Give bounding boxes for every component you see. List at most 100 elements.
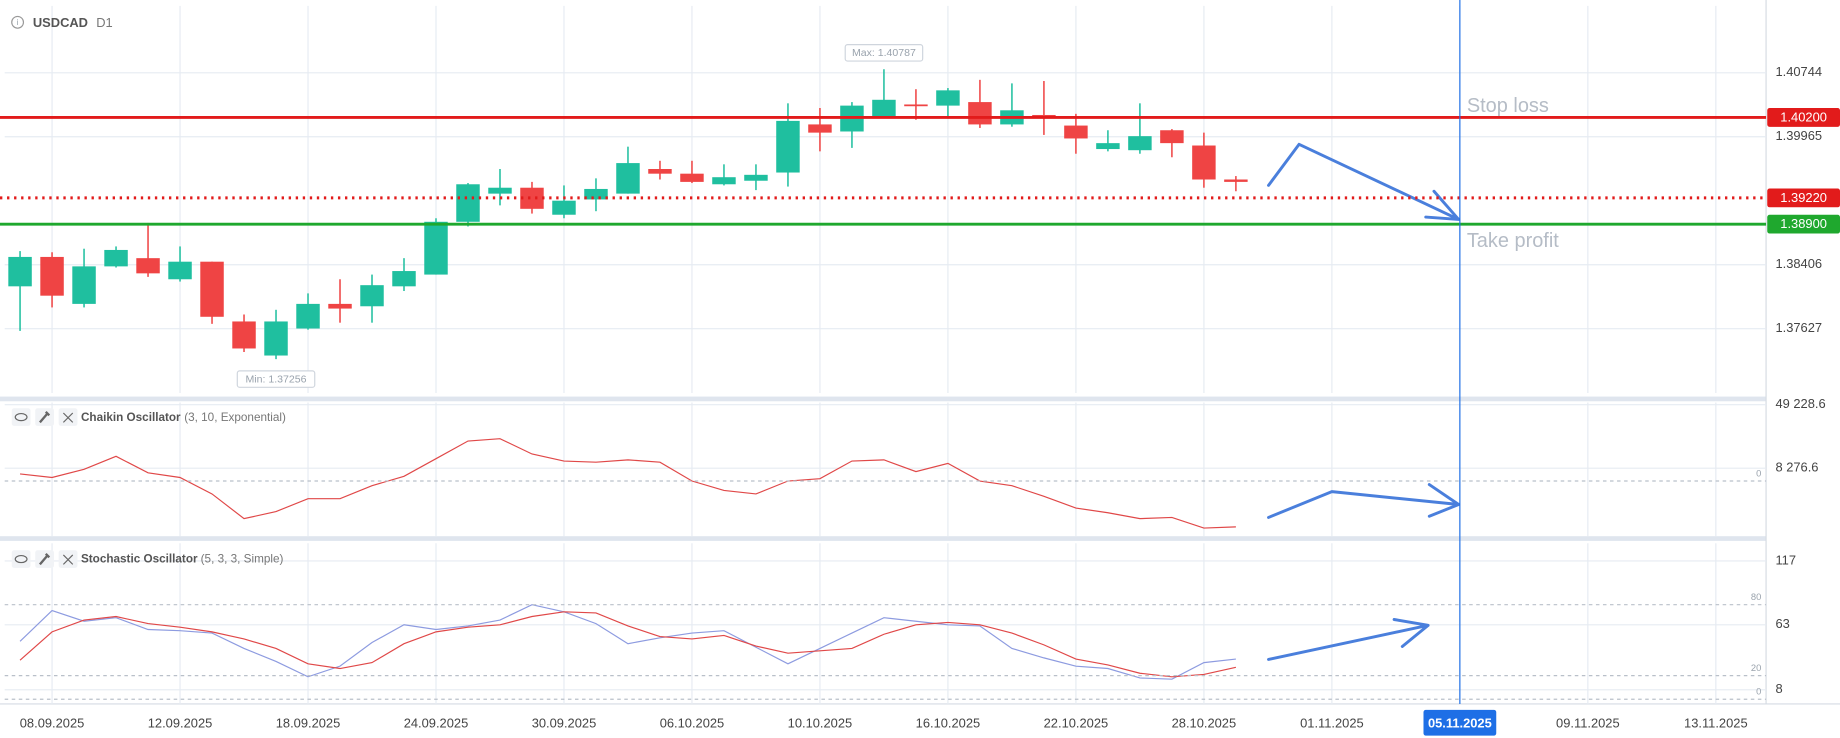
y-tick-label: 1.38406 — [1775, 256, 1822, 271]
price-tag-label: 1.39220 — [1780, 190, 1827, 205]
candle-body — [200, 261, 224, 317]
extreme-label-box — [844, 44, 924, 62]
candle-body — [1096, 143, 1120, 150]
extreme-label: Min: 1.37256 — [246, 373, 307, 385]
candle-body — [520, 187, 544, 209]
indicator-params: (3, 10, Exponential) — [184, 411, 286, 424]
y-tick-label: 8 276.6 — [1775, 460, 1818, 475]
timeframe: D1 — [96, 15, 112, 30]
eye-button[interactable] — [11, 550, 31, 568]
x-tick-label: 16.10.2025 — [916, 715, 981, 730]
x-tick-label: 10.10.2025 — [788, 715, 853, 730]
candle-body — [1032, 114, 1056, 117]
candle-body — [104, 249, 128, 267]
level-label: 20 — [1751, 663, 1761, 673]
candle-body — [776, 120, 800, 173]
candle-body — [168, 261, 192, 280]
eye-button[interactable] — [11, 408, 31, 426]
x-tick-label: 08.09.2025 — [20, 715, 85, 730]
close-icon — [62, 554, 74, 565]
price-tag — [1767, 108, 1840, 127]
close-icon — [62, 412, 74, 423]
symbol: USDCAD — [33, 15, 88, 30]
level-name: Take profit — [1467, 230, 1559, 252]
candle-body — [552, 200, 576, 215]
y-tick-label: 1.40744 — [1775, 64, 1822, 79]
candle-body — [616, 163, 640, 194]
candle-body — [872, 99, 896, 117]
candle-body — [1192, 145, 1216, 180]
candle-body — [936, 90, 960, 106]
indicator-title: Stochastic Oscillator — [81, 553, 198, 566]
crosshair-label-box — [1423, 709, 1497, 736]
y-tick-label: 49 228.6 — [1775, 396, 1825, 411]
candle-body — [488, 187, 512, 194]
candle-body — [136, 258, 160, 274]
candle-body — [264, 321, 288, 356]
x-tick-label: 24.09.2025 — [404, 715, 469, 730]
candle-body — [712, 177, 736, 185]
candle-body — [1128, 136, 1152, 151]
y-tick-label: 8 — [1775, 681, 1782, 696]
indicator-line — [19, 611, 1237, 678]
y-tick-label: 1.37627 — [1775, 320, 1822, 335]
drawn-arrows — [1267, 142, 1461, 661]
level-label: 0 — [1756, 468, 1761, 478]
indicator-controls — [11, 408, 78, 568]
x-tick-label: 06.10.2025 — [660, 715, 725, 730]
info-icon-glyph: i — [17, 18, 19, 27]
candle-body — [296, 303, 320, 329]
candle-body — [40, 256, 64, 296]
price-tag — [1767, 188, 1840, 208]
price-tag — [1767, 214, 1840, 234]
candle-body — [360, 285, 384, 307]
x-tick-label: 09.11.2025 — [1556, 715, 1620, 730]
candle-body — [424, 221, 448, 275]
level-label: 80 — [1751, 592, 1761, 602]
forecast-arrow — [1267, 142, 1461, 221]
candle-body — [1064, 125, 1088, 139]
forecast-arrow — [1267, 618, 1430, 661]
candle-body — [328, 303, 352, 309]
eye-icon — [14, 554, 28, 564]
info-icon[interactable] — [11, 15, 25, 29]
candle-body — [744, 174, 768, 181]
x-tick-label: 13.11.2025 — [1684, 715, 1748, 730]
candle-body — [232, 321, 256, 349]
candle-body — [1160, 130, 1184, 144]
indicator-line — [19, 604, 1236, 680]
x-tick-label: 28.10.2025 — [1172, 715, 1237, 730]
wrench-icon — [39, 552, 51, 566]
x-tick-label: 12.09.2025 — [148, 715, 213, 730]
crosshair-label: 05.11.2025 — [1428, 715, 1492, 730]
candle-body — [680, 173, 704, 182]
indicator-params: (5, 3, 3, Simple) — [201, 553, 284, 566]
panel-separator — [0, 536, 1767, 541]
extreme-label: Max: 1.40787 — [852, 47, 916, 59]
price-tag-label: 1.38900 — [1780, 216, 1827, 231]
grid-layer — [4, 5, 1767, 704]
y-tick-label: 117 — [1775, 552, 1796, 567]
wrench-icon — [39, 410, 51, 424]
eye-icon — [14, 412, 28, 422]
level-label: 0 — [1756, 687, 1761, 697]
y-tick-label: 63 — [1775, 616, 1789, 631]
panel-separator — [0, 396, 1767, 402]
candle-body — [584, 188, 608, 200]
indicator-line — [19, 438, 1236, 529]
candle-body — [456, 184, 480, 222]
forecast-arrow — [1267, 483, 1461, 519]
candle-body — [392, 271, 416, 287]
y-tick-label: 1.39965 — [1775, 128, 1822, 143]
candle-body — [1224, 179, 1248, 182]
x-tick-label: 22.10.2025 — [1044, 715, 1109, 730]
extreme-label-box — [236, 370, 316, 388]
candle-body — [648, 169, 672, 174]
candle-body — [968, 102, 992, 125]
level-name: Stop loss — [1467, 95, 1549, 117]
indicator-title: Chaikin Oscillator — [81, 411, 181, 424]
